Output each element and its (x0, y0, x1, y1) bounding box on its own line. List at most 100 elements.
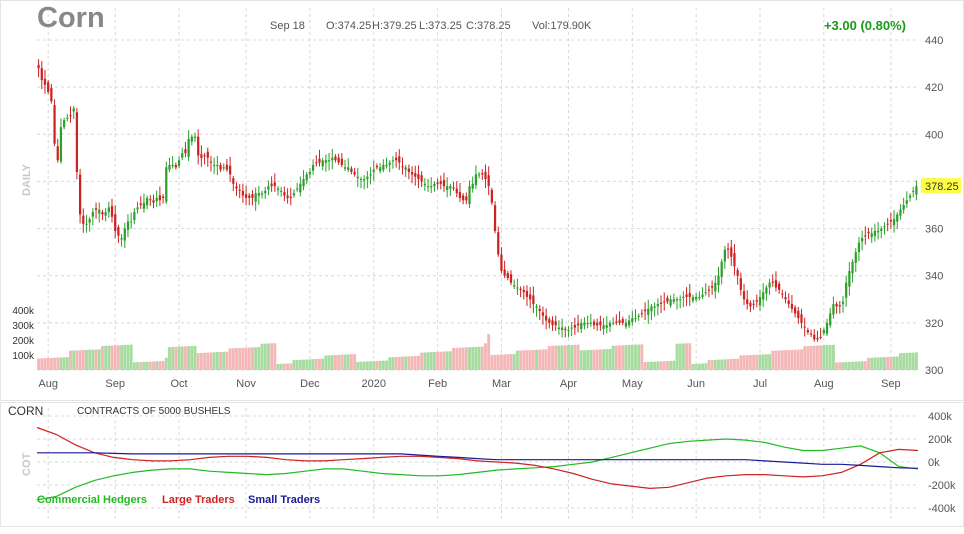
candle-body (765, 287, 768, 294)
volume-bar (209, 352, 213, 370)
volume-bar (914, 352, 918, 370)
volume-bar (563, 345, 567, 370)
candle-body (200, 154, 203, 158)
candle-body (742, 291, 746, 300)
candle-body (570, 327, 573, 329)
candle-body (883, 226, 886, 228)
volume-bar (101, 346, 104, 370)
candle-body (120, 238, 123, 240)
candle-body (363, 179, 366, 181)
candle-body (592, 321, 596, 326)
volume-bar (787, 350, 791, 370)
candle-body (554, 321, 557, 326)
last-price-marker (921, 178, 961, 194)
volume-bar (69, 350, 72, 370)
candle-body (896, 214, 899, 222)
candle-body (340, 158, 343, 165)
volume-bar (311, 359, 315, 370)
ohlc-date: Sep 18 (270, 20, 305, 32)
ohlc-volume: Vol:179.90K (532, 20, 592, 32)
volume-bar (337, 354, 341, 370)
price-tick-label: 400 (925, 129, 943, 141)
volume-bar (733, 358, 736, 370)
candle-body (829, 313, 832, 326)
candle-body (88, 219, 91, 223)
volume-bar (417, 355, 420, 370)
volume-bar (62, 357, 66, 370)
volume-bar (334, 355, 337, 370)
volume-bar (764, 354, 768, 370)
candle-body (497, 232, 500, 255)
volume-bar (742, 355, 746, 370)
candle-body (69, 115, 72, 117)
cot-tick-label: 200k (928, 434, 952, 446)
candle-body (270, 183, 273, 187)
volume-bar (589, 349, 593, 370)
candle-body (321, 160, 324, 167)
volume-bar (480, 346, 484, 370)
volume-bar (359, 361, 363, 370)
volume-bar (870, 357, 874, 370)
candle-body (315, 162, 318, 164)
candle-body (832, 304, 835, 315)
candle-body (267, 186, 270, 190)
volume-bar (279, 363, 283, 370)
candle-body (628, 320, 631, 326)
candle-body (98, 209, 101, 214)
price-tick-label: 340 (925, 271, 943, 283)
price-tick-label: 300 (925, 365, 943, 377)
candle-body (873, 230, 877, 236)
volume-bar (187, 346, 191, 370)
candle-body (573, 325, 576, 328)
candle-body (94, 208, 98, 210)
volume-bar (854, 361, 858, 370)
candle-body (797, 310, 800, 319)
page-title: Corn (37, 2, 105, 34)
daily-side-label: DAILY (21, 163, 33, 196)
candle-body (311, 164, 315, 171)
candle-body (519, 288, 522, 290)
volume-bar (330, 355, 334, 370)
candle-body (704, 292, 707, 294)
candle-body (841, 301, 845, 304)
candle-body (296, 188, 299, 190)
volume-bar (886, 356, 890, 370)
volume-bar (273, 343, 277, 370)
volume-bar (624, 345, 628, 370)
volume-bar (199, 352, 203, 370)
volume-bar (413, 356, 417, 370)
candle-body (624, 322, 628, 327)
volume-bar (816, 345, 819, 370)
candle-body (755, 300, 758, 302)
volume-bar (650, 361, 653, 370)
candle-body (347, 167, 350, 170)
volume-bar (665, 361, 669, 370)
candle-body (251, 194, 254, 198)
volume-bar (490, 355, 494, 370)
volume-bar (59, 357, 63, 370)
candle-body (292, 193, 296, 196)
volume-bar (528, 350, 532, 370)
volume-bar (831, 344, 835, 370)
candle-body (522, 289, 525, 293)
volume-bar (662, 361, 666, 370)
candle-body (720, 261, 723, 277)
candle-body (560, 327, 564, 331)
volume-bar (113, 345, 117, 370)
volume-bar (458, 347, 462, 370)
candle-body (503, 269, 506, 276)
volume-bar (72, 350, 76, 370)
price-change: +3.00 (0.80%) (823, 18, 906, 33)
volume-bar (621, 345, 625, 370)
candle-body (305, 174, 308, 181)
candle-body (385, 164, 388, 167)
volume-bar (81, 350, 85, 370)
volume-bar (423, 352, 427, 370)
volume-bar (270, 343, 274, 370)
volume-bar (611, 345, 615, 370)
volume-bar (318, 358, 321, 370)
candle-body (308, 172, 312, 175)
volume-bar (464, 347, 468, 370)
volume-bar (822, 345, 826, 370)
month-tick-label: Sep (105, 378, 125, 390)
